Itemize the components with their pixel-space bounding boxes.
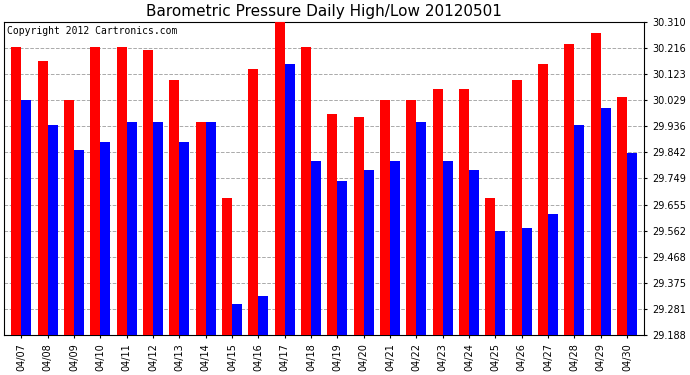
Bar: [206, 122, 216, 335]
Bar: [406, 100, 416, 335]
Bar: [100, 142, 110, 335]
Bar: [153, 122, 163, 335]
Bar: [627, 153, 637, 335]
Bar: [469, 170, 479, 335]
Bar: [327, 114, 337, 335]
Bar: [380, 100, 390, 335]
Bar: [143, 50, 153, 335]
Bar: [285, 64, 295, 335]
Bar: [311, 161, 321, 335]
Bar: [196, 122, 206, 335]
Bar: [48, 125, 58, 335]
Bar: [574, 125, 584, 335]
Bar: [390, 161, 400, 335]
Bar: [495, 231, 505, 335]
Bar: [127, 122, 137, 335]
Bar: [548, 214, 558, 335]
Bar: [179, 142, 189, 335]
Bar: [232, 304, 242, 335]
Bar: [90, 47, 100, 335]
Bar: [301, 47, 311, 335]
Bar: [64, 100, 74, 335]
Bar: [354, 117, 364, 335]
Bar: [443, 161, 453, 335]
Bar: [564, 44, 574, 335]
Bar: [538, 64, 548, 335]
Bar: [38, 61, 48, 335]
Bar: [21, 100, 31, 335]
Bar: [222, 198, 232, 335]
Bar: [337, 181, 347, 335]
Bar: [364, 170, 374, 335]
Bar: [433, 89, 443, 335]
Bar: [522, 228, 532, 335]
Bar: [459, 89, 469, 335]
Bar: [275, 16, 285, 335]
Bar: [248, 69, 258, 335]
Bar: [169, 80, 179, 335]
Bar: [117, 47, 127, 335]
Bar: [416, 122, 426, 335]
Bar: [591, 33, 601, 335]
Bar: [74, 150, 84, 335]
Bar: [485, 198, 495, 335]
Bar: [601, 108, 611, 335]
Bar: [11, 47, 21, 335]
Title: Barometric Pressure Daily High/Low 20120501: Barometric Pressure Daily High/Low 20120…: [146, 4, 502, 19]
Bar: [258, 296, 268, 335]
Bar: [617, 97, 627, 335]
Bar: [512, 80, 522, 335]
Text: Copyright 2012 Cartronics.com: Copyright 2012 Cartronics.com: [8, 26, 178, 36]
